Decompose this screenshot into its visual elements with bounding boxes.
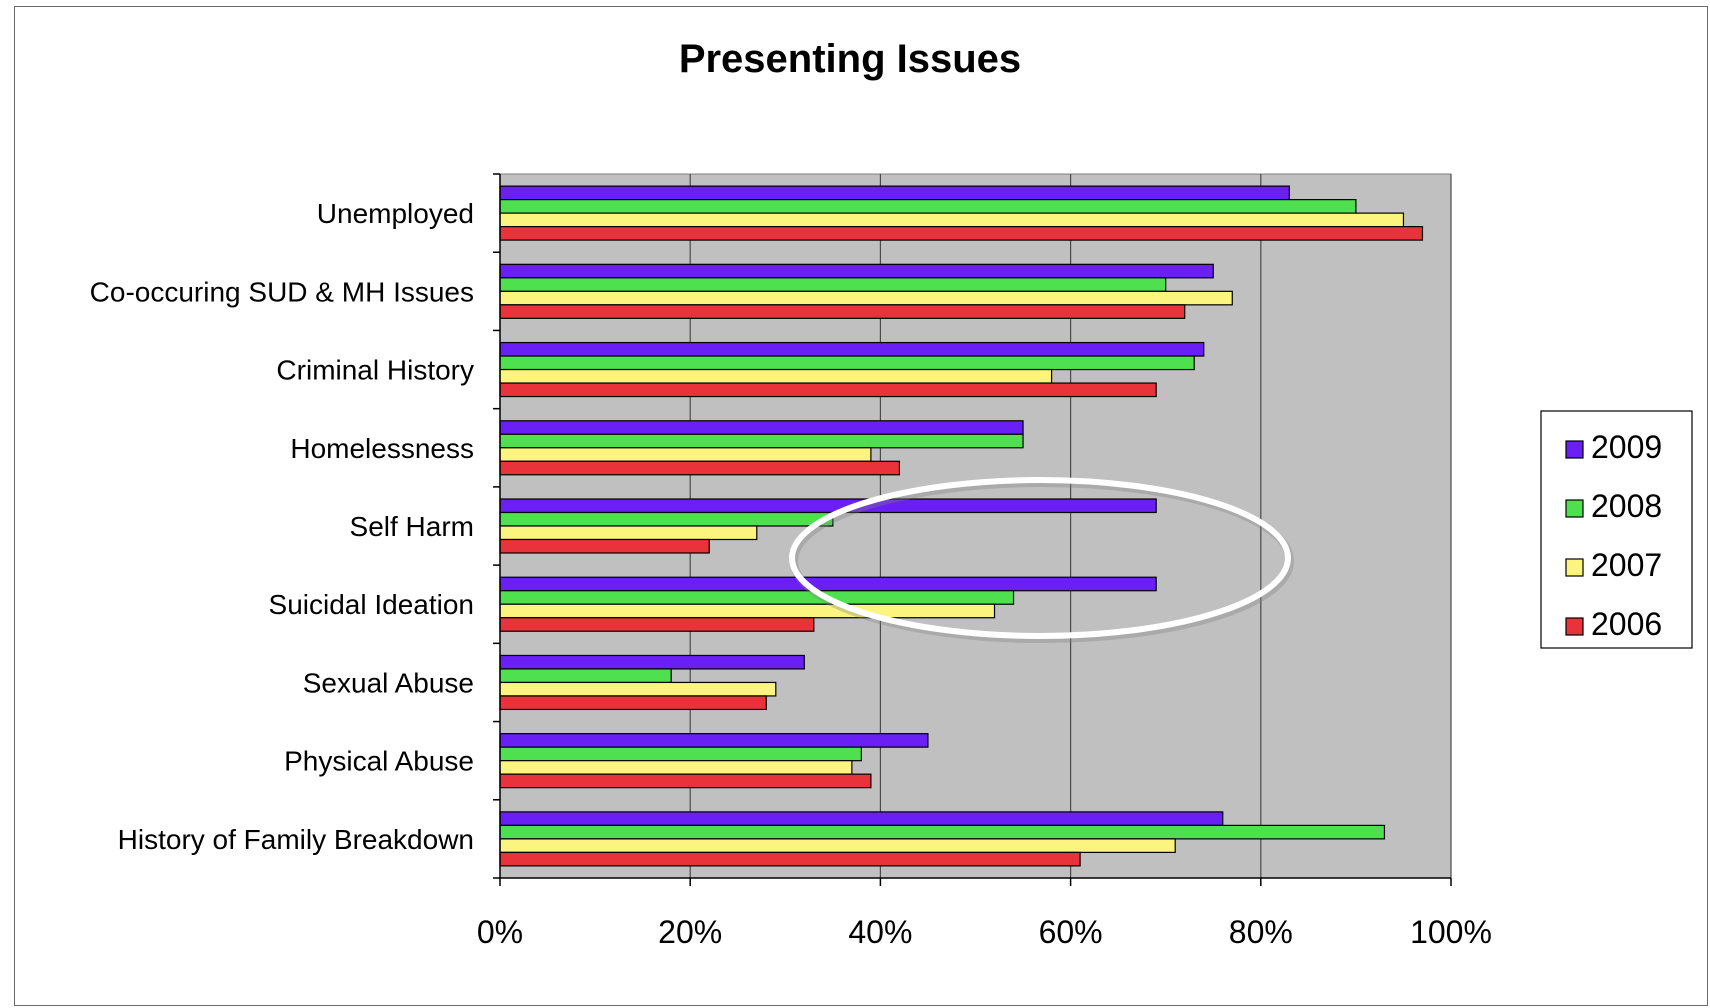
- legend-swatch-2006: [1565, 617, 1584, 636]
- bar-2006-2: [499, 382, 1157, 398]
- x-tick-label: 40%: [848, 914, 912, 950]
- bar-2006-6: [499, 695, 767, 711]
- category-label: Sexual Abuse: [303, 667, 474, 698]
- legend-label-2009: 2009: [1591, 429, 1662, 465]
- bar-2007-0: [499, 212, 1405, 228]
- bar-2006-5: [499, 617, 815, 632]
- bar-2007-2: [499, 368, 1053, 384]
- x-tick-label: 20%: [658, 914, 722, 950]
- x-tick-label: 80%: [1229, 914, 1293, 950]
- bar-2008-5: [499, 590, 1015, 605]
- bar-2009-2: [499, 341, 1205, 357]
- legend-swatch-2009: [1565, 440, 1584, 459]
- bar-2006-7: [499, 773, 872, 789]
- x-tick-label: 0%: [477, 914, 523, 950]
- bar-2009-6: [499, 654, 805, 670]
- bar-2007-4: [499, 525, 758, 541]
- x-tick-label: 100%: [1410, 914, 1492, 950]
- bar-2008-2: [499, 355, 1195, 371]
- category-label: Criminal History: [276, 355, 474, 386]
- bar-2006-1: [499, 304, 1186, 319]
- chart-title: Presenting Issues: [679, 37, 1021, 81]
- bar-2008-8: [499, 824, 1386, 840]
- category-label: Physical Abuse: [284, 746, 474, 777]
- category-label: Co-occuring SUD & MH Issues: [90, 276, 474, 307]
- bar-2009-8: [499, 811, 1224, 826]
- bar-2008-3: [499, 433, 1024, 449]
- bar-2006-4: [499, 538, 710, 554]
- bar-2007-6: [499, 681, 777, 697]
- bar-2009-5: [499, 576, 1157, 592]
- highlight-ellipse: [789, 477, 1291, 639]
- bar-2007-8: [499, 838, 1176, 853]
- legend-swatch-2008: [1565, 499, 1584, 518]
- legend-label-2007: 2007: [1591, 547, 1662, 583]
- legend-swatch-2007: [1565, 558, 1584, 577]
- legend-label-2008: 2008: [1591, 488, 1662, 524]
- bar-2009-0: [499, 185, 1290, 201]
- bar-2008-7: [499, 746, 862, 762]
- legend-label-2006: 2006: [1591, 606, 1662, 642]
- bar-2007-7: [499, 760, 853, 775]
- x-tick-label: 60%: [1039, 914, 1103, 950]
- bar-2008-0: [499, 199, 1357, 214]
- bar-2009-3: [499, 420, 1024, 435]
- bar-2009-7: [499, 733, 929, 748]
- plot-area: 0% 20% 40% 60% 80% 100% Unemployed Co-occuring …: [90, 173, 1492, 950]
- category-label: History of Family Breakdown: [118, 824, 474, 855]
- bar-2008-1: [499, 277, 1167, 292]
- bar-2007-3: [499, 447, 872, 462]
- bar-2009-4: [499, 498, 1157, 514]
- category-label: Self Harm: [350, 511, 474, 542]
- bar-2006-3: [499, 460, 901, 476]
- legend: 2009 2008 2007 2006: [1540, 410, 1693, 649]
- bar-2007-5: [499, 603, 996, 619]
- bar-2008-6: [499, 668, 672, 684]
- bar-2007-1: [499, 290, 1233, 306]
- bar-2008-4: [499, 511, 834, 527]
- bar-2006-8: [499, 851, 1081, 867]
- category-label: Unemployed: [317, 198, 474, 229]
- category-label: Suicidal Ideation: [269, 589, 474, 620]
- bar-2009-1: [499, 263, 1214, 279]
- bar-2006-0: [499, 226, 1424, 241]
- category-label: Homelessness: [290, 433, 474, 464]
